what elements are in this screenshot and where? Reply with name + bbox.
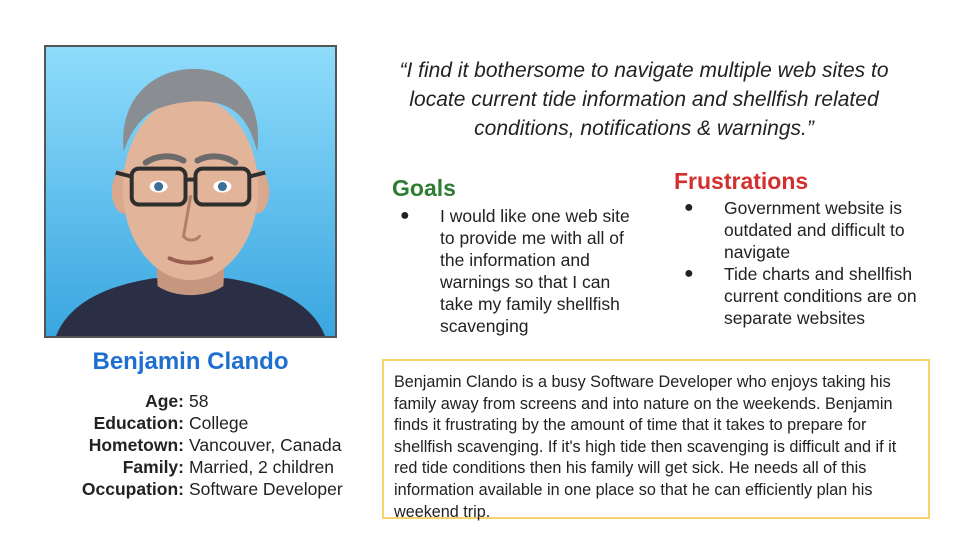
fact-value: Software Developer [189, 479, 343, 499]
fact-value: Married, 2 children [189, 457, 334, 477]
avatar-illustration-icon [46, 47, 335, 336]
list-item: ● I would like one web site to provide m… [400, 205, 645, 337]
bullet-icon: ● [684, 199, 694, 216]
frustrations-heading: Frustrations [674, 168, 809, 194]
list-item: ● Tide charts and shellfish current cond… [684, 263, 934, 329]
fact-row-education: Education: College [40, 412, 343, 434]
fact-value: College [189, 413, 249, 433]
fact-label: Occupation: [81, 479, 184, 499]
fact-row-family: Family: Married, 2 children [40, 456, 343, 478]
frustration-text: Tide charts and shellfish current condit… [724, 264, 917, 328]
persona-bio: Benjamin Clando is a busy Software Devel… [382, 359, 930, 521]
frustration-text: Government website is outdated and diffi… [724, 198, 905, 262]
fact-row-occupation: Occupation: Software Developer [40, 478, 343, 500]
fact-value: Vancouver, Canada [189, 435, 342, 455]
frustrations-list: ● Government website is outdated and dif… [684, 197, 934, 329]
persona-quote: “I find it bothersome to navigate multip… [399, 59, 889, 140]
bullet-icon: ● [684, 265, 694, 282]
fact-row-age: Age: 58 [40, 390, 343, 412]
bullet-icon: ● [400, 207, 410, 224]
fact-value: 58 [189, 391, 209, 411]
fact-label: Family: [122, 457, 184, 477]
fact-label: Hometown: [88, 435, 184, 455]
goal-text: I would like one web site to provide me … [440, 206, 630, 336]
goals-heading: Goals [392, 175, 456, 201]
fact-row-hometown: Hometown: Vancouver, Canada [40, 434, 343, 456]
persona-portrait [44, 45, 337, 338]
fact-label: Age: [145, 391, 184, 411]
goals-list: ● I would like one web site to provide m… [400, 205, 645, 337]
list-item: ● Government website is outdated and dif… [684, 197, 934, 263]
persona-name: Benjamin Clando [92, 348, 289, 375]
persona-facts: Age: 58 Education: College Hometown: Van… [40, 390, 343, 500]
fact-label: Education: [93, 413, 184, 433]
